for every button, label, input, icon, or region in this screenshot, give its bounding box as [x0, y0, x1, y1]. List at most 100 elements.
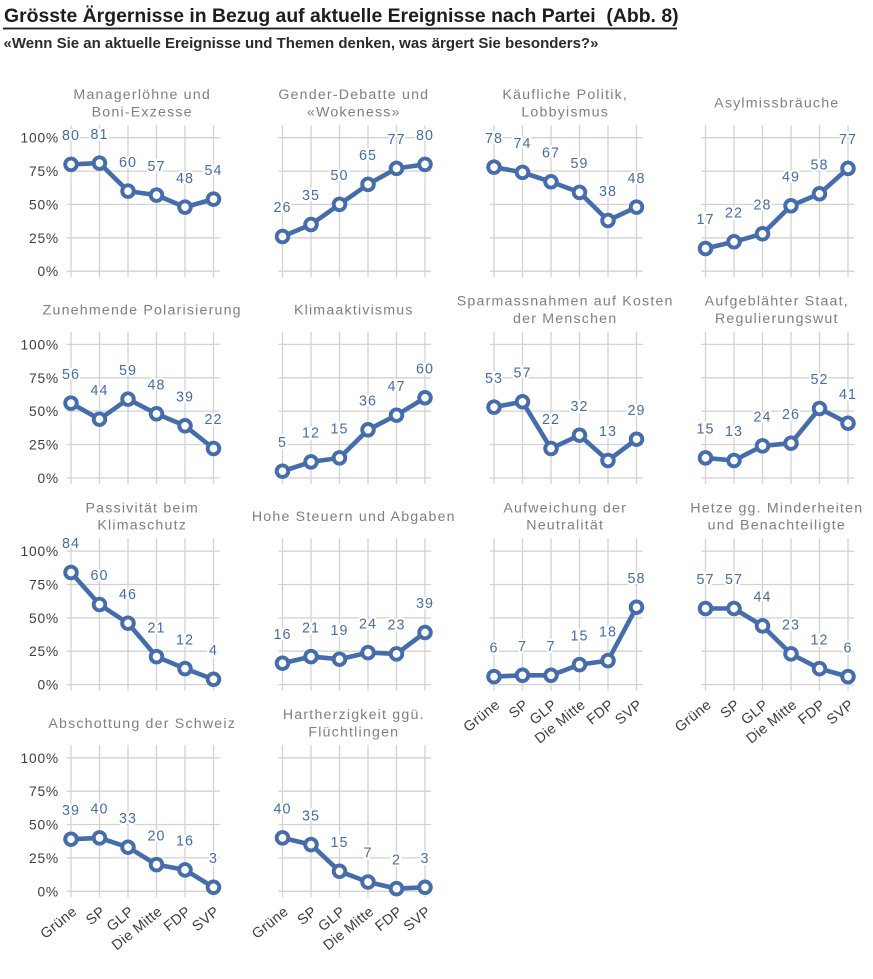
svg-text:Hetze gg. Minderheiten: Hetze gg. Minderheiten: [690, 500, 863, 516]
svg-text:100%: 100%: [21, 544, 60, 559]
svg-text:100%: 100%: [21, 751, 60, 766]
svg-text:15: 15: [696, 422, 714, 438]
svg-text:12: 12: [810, 632, 828, 648]
svg-text:50%: 50%: [29, 818, 59, 833]
svg-text:75%: 75%: [29, 784, 59, 799]
svg-text:Regulierungswut: Regulierungswut: [715, 311, 839, 327]
svg-text:3: 3: [209, 851, 218, 867]
svg-text:75%: 75%: [29, 578, 59, 593]
svg-text:17: 17: [696, 212, 714, 228]
svg-text:Zunehmende Polarisierung: Zunehmende Polarisierung: [43, 302, 242, 318]
svg-text:57: 57: [147, 159, 165, 175]
svg-text:13: 13: [599, 424, 617, 440]
svg-text:58: 58: [810, 158, 828, 174]
svg-text:Asylmissbräuche: Asylmissbräuche: [714, 96, 839, 112]
svg-text:12: 12: [302, 426, 320, 442]
svg-text:36: 36: [359, 394, 377, 410]
svg-text:26: 26: [782, 407, 800, 423]
svg-text:75%: 75%: [29, 371, 59, 386]
svg-text:29: 29: [627, 403, 645, 419]
svg-text:57: 57: [696, 572, 714, 588]
svg-text:50%: 50%: [29, 197, 59, 212]
svg-text:84: 84: [62, 536, 80, 552]
svg-text:22: 22: [725, 206, 743, 222]
svg-text:39: 39: [416, 596, 434, 612]
svg-text:52: 52: [810, 372, 828, 388]
svg-text:21: 21: [302, 620, 320, 636]
svg-text:39: 39: [176, 390, 194, 406]
svg-text:48: 48: [147, 378, 165, 394]
svg-text:5: 5: [278, 435, 287, 451]
svg-text:28: 28: [753, 198, 771, 214]
svg-text:38: 38: [599, 184, 617, 200]
svg-text:und Benachteiligte: und Benachteiligte: [708, 518, 846, 534]
svg-text:35: 35: [302, 188, 320, 204]
svg-text:Aufweichung der: Aufweichung der: [503, 500, 627, 516]
svg-text:Flüchtlingen: Flüchtlingen: [308, 724, 399, 740]
svg-text:22: 22: [204, 412, 222, 428]
svg-text:100%: 100%: [21, 131, 60, 146]
svg-text:25%: 25%: [29, 231, 59, 246]
svg-text:77: 77: [387, 132, 405, 148]
svg-text:50%: 50%: [29, 404, 59, 419]
svg-text:Grösste Ärgernisse in Bezug au: Grösste Ärgernisse in Bezug auf aktuelle…: [4, 4, 679, 27]
svg-text:Sparmassnahmen auf Kosten: Sparmassnahmen auf Kosten: [457, 294, 674, 310]
svg-text:24: 24: [359, 616, 377, 632]
svg-text:Hohe Steuern und Abgaben: Hohe Steuern und Abgaben: [252, 509, 456, 525]
svg-text:Abschottung der Schweiz: Abschottung der Schweiz: [48, 716, 236, 732]
svg-text:74: 74: [513, 136, 531, 152]
svg-text:80: 80: [416, 128, 434, 144]
svg-text:7: 7: [363, 846, 372, 862]
svg-text:75%: 75%: [29, 164, 59, 179]
svg-text:58: 58: [627, 571, 645, 587]
svg-text:Hartherzigkeit ggü.: Hartherzigkeit ggü.: [283, 707, 425, 723]
svg-text:15: 15: [330, 422, 348, 438]
svg-text:24: 24: [753, 410, 771, 426]
svg-text:50: 50: [330, 168, 348, 184]
svg-text:54: 54: [204, 163, 222, 179]
svg-text:7: 7: [518, 639, 527, 655]
svg-text:53: 53: [485, 371, 503, 387]
svg-text:der Menschen: der Menschen: [513, 311, 617, 327]
svg-text:18: 18: [599, 624, 617, 640]
svg-text:44: 44: [753, 590, 771, 606]
svg-text:15: 15: [570, 628, 588, 644]
svg-text:19: 19: [330, 623, 348, 639]
svg-text:49: 49: [782, 170, 800, 186]
svg-text:6: 6: [843, 640, 852, 656]
svg-text:48: 48: [627, 171, 645, 187]
svg-text:0%: 0%: [37, 678, 59, 693]
svg-text:77: 77: [839, 132, 857, 148]
svg-text:13: 13: [725, 424, 743, 440]
svg-text:47: 47: [387, 379, 405, 395]
svg-text:3: 3: [420, 851, 429, 867]
svg-text:35: 35: [302, 808, 320, 824]
svg-text:Managerlöhne und: Managerlöhne und: [73, 87, 211, 103]
svg-text:65: 65: [359, 148, 377, 164]
svg-text:Klimaaktivismus: Klimaaktivismus: [294, 302, 414, 318]
svg-text:59: 59: [570, 156, 588, 172]
svg-text:7: 7: [546, 639, 555, 655]
svg-text:23: 23: [387, 618, 405, 634]
svg-text:2: 2: [392, 852, 401, 868]
svg-text:Neutralität: Neutralität: [526, 518, 604, 534]
svg-text:26: 26: [273, 200, 291, 216]
svg-text:44: 44: [90, 383, 108, 399]
svg-text:Aufgeblähter Staat,: Aufgeblähter Staat,: [705, 294, 849, 310]
svg-text:25%: 25%: [29, 851, 59, 866]
svg-text:100%: 100%: [21, 337, 60, 352]
svg-text:80: 80: [62, 128, 80, 144]
svg-text:Lobbyismus: Lobbyismus: [521, 104, 609, 120]
svg-text:81: 81: [90, 127, 108, 143]
svg-text:57: 57: [725, 572, 743, 588]
svg-text:«Wenn Sie an aktuelle Ereignis: «Wenn Sie an aktuelle Ereignisse und The…: [4, 35, 599, 52]
svg-text:39: 39: [62, 803, 80, 819]
svg-text:6: 6: [489, 640, 498, 656]
svg-text:32: 32: [570, 399, 588, 415]
svg-text:0%: 0%: [37, 884, 59, 899]
svg-text:Passivität beim: Passivität beim: [85, 500, 198, 516]
svg-text:40: 40: [90, 802, 108, 818]
svg-text:4: 4: [209, 643, 218, 659]
svg-text:Käufliche Politik,: Käufliche Politik,: [502, 87, 628, 103]
svg-text:12: 12: [176, 632, 194, 648]
